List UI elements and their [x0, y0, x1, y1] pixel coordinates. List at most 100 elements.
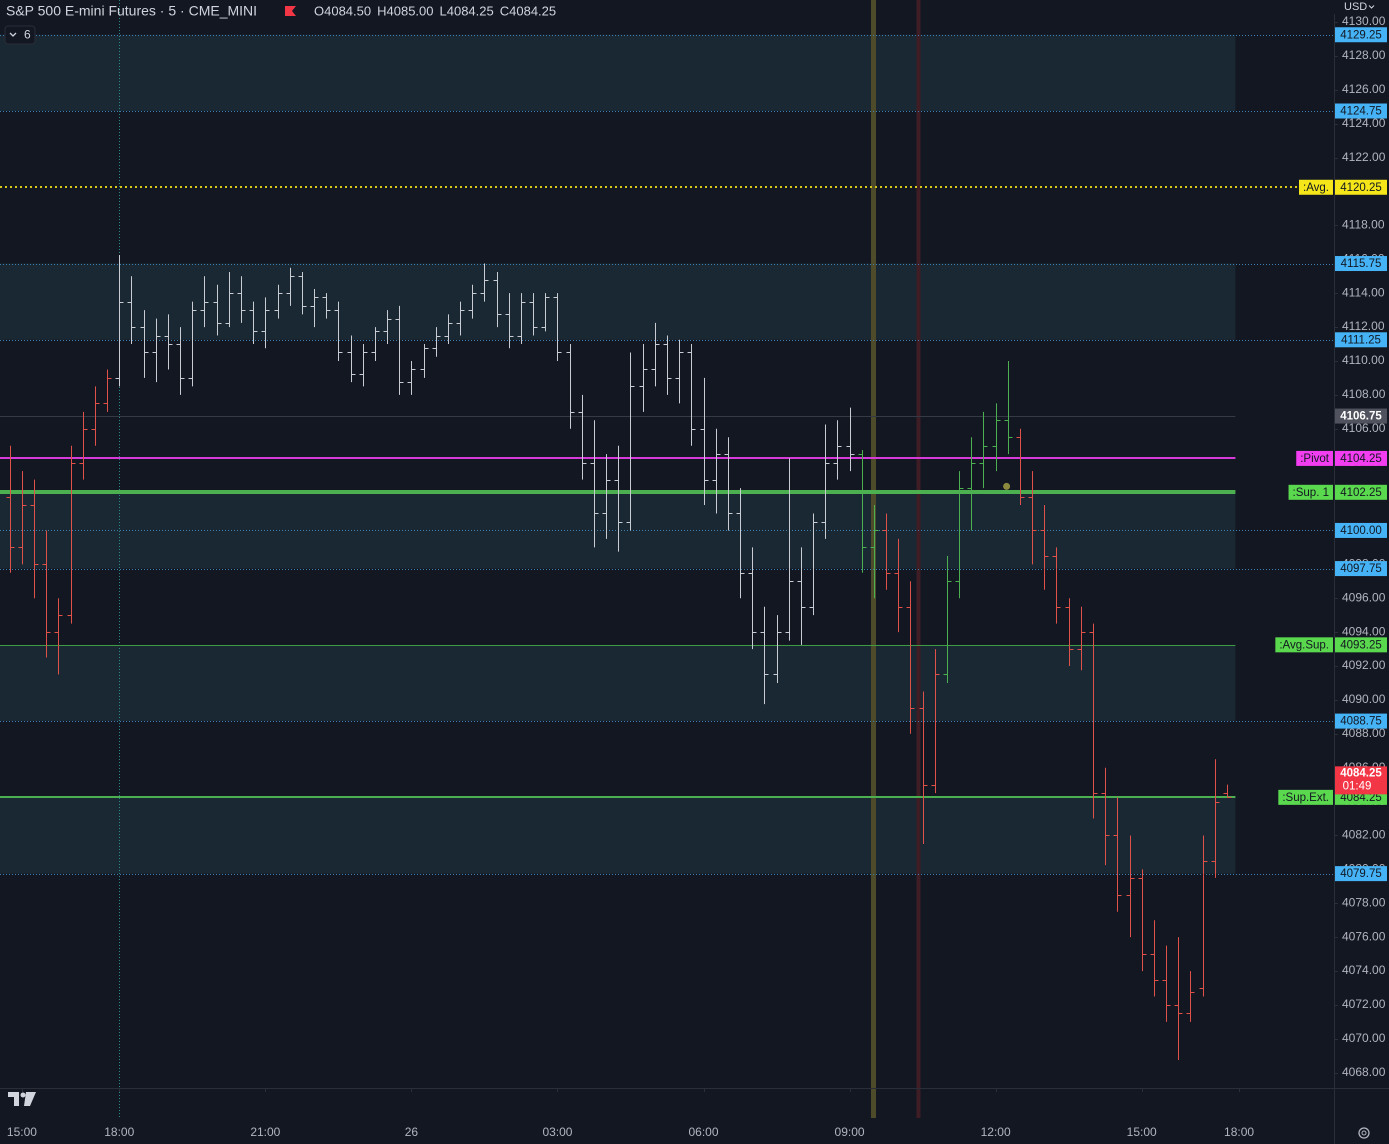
y-tick-label: 4082.00: [1342, 828, 1386, 842]
level-name-box: [1288, 484, 1333, 500]
price-label-box: [1335, 27, 1387, 43]
y-tick-label: 4126.00: [1342, 82, 1386, 96]
gear: [1358, 1127, 1370, 1139]
ohlc-legend: O4084.50 H4085.00 L4084.25 C4084.25: [314, 3, 556, 18]
chevron-icon: [9, 32, 17, 37]
price-label: 4102.25: [1340, 487, 1382, 499]
price-label: 4115.75: [1341, 258, 1382, 270]
price-label: 4084.25: [1340, 792, 1382, 804]
level-name-box: [1275, 637, 1333, 653]
price-label: 4111.25: [1341, 334, 1381, 346]
y-tick-label: 4078.00: [1342, 895, 1386, 909]
currency-chevron: [1368, 5, 1375, 9]
tradingview-logo: [8, 1092, 36, 1106]
ohlc-value: L4084.25: [440, 3, 494, 18]
zone: [0, 263, 1236, 340]
x-tick-label: 15:00: [7, 1125, 37, 1139]
price-label: 4100.00: [1340, 525, 1382, 537]
level-name-box: [1278, 789, 1333, 805]
level-name: :Avg.Sup.: [1279, 639, 1329, 651]
price-label: 4088.75: [1340, 716, 1382, 728]
price-label-box: [1335, 450, 1387, 466]
price-label-box: [1335, 408, 1387, 424]
y-tick-label: 4070.00: [1342, 1031, 1386, 1045]
y-tick-label: 4074.00: [1342, 963, 1386, 977]
price-label: 4093.25: [1340, 639, 1382, 651]
zone: [0, 34, 1236, 112]
price-label: 4079.75: [1340, 868, 1382, 880]
price-label-box: [1335, 637, 1387, 653]
x-tick-label: 06:00: [688, 1125, 718, 1139]
y-tick-label: 4128.00: [1342, 48, 1386, 62]
y-tick-label: 4130.00: [1342, 14, 1386, 28]
y-tick-label: 4106.00: [1342, 421, 1386, 435]
price-label-box: [1335, 256, 1387, 272]
plot-area: [0, 0, 1334, 1118]
price-label: 4106.75: [1340, 411, 1382, 423]
last-price: 4084.25: [1340, 767, 1382, 779]
indicator-count: 6: [24, 28, 31, 42]
x-tick-label: 09:00: [835, 1125, 865, 1139]
price-label-box: [1335, 179, 1387, 195]
price-label: 4129.25: [1340, 29, 1382, 41]
level-name: :Avg.: [1303, 182, 1329, 194]
price-label: 4097.75: [1340, 563, 1382, 575]
price-label-box: [1335, 332, 1387, 348]
logo-part: [24, 1092, 36, 1106]
level-name-box: [1296, 450, 1333, 466]
level-name: :Sup. 1: [1293, 487, 1329, 499]
level-name-box: [1299, 179, 1333, 195]
x-tick-label: 26: [405, 1125, 419, 1139]
logo-part: [8, 1092, 19, 1106]
countdown: 01:49: [1343, 780, 1372, 792]
indicator-toggle[interactable]: [4, 25, 36, 45]
x-tick-label: 18:00: [104, 1125, 134, 1139]
y-tick-label: 4108.00: [1342, 387, 1386, 401]
price-label: 4124.75: [1340, 106, 1382, 118]
x-tick-label: 21:00: [250, 1125, 280, 1139]
ohlc-value: C4084.25: [500, 3, 556, 18]
y-tick-label: 4068.00: [1342, 1065, 1386, 1079]
y-tick-label: 4112.00: [1342, 319, 1385, 333]
currency-bg: [1334, 0, 1389, 14]
level-name: :Sup.Ext.: [1282, 792, 1329, 804]
y-tick-label: 4122.00: [1342, 150, 1386, 164]
ohlc-value: H4085.00: [377, 3, 433, 18]
settings-icon[interactable]: [1358, 1127, 1370, 1139]
y-tick-label: 4090.00: [1342, 692, 1386, 706]
price-label: 4104.25: [1340, 453, 1382, 465]
price-label-box: [1335, 561, 1387, 577]
signal-marker: [1003, 482, 1011, 490]
x-tick-label: 12:00: [981, 1125, 1011, 1139]
level-name: :Pivot: [1300, 453, 1330, 465]
x-tick-label: 03:00: [542, 1125, 572, 1139]
currency[interactable]: USD: [1344, 1, 1367, 13]
price-label-box: [1335, 713, 1387, 729]
price-label: 4120.25: [1340, 182, 1382, 194]
y-tick-label: 4092.00: [1342, 658, 1386, 672]
y-tick-label: 4072.00: [1342, 997, 1386, 1011]
y-tick-label: 4088.00: [1342, 726, 1386, 740]
last-price-box: [1335, 766, 1387, 795]
y-tick-label: 4118.00: [1342, 218, 1385, 232]
gear-center: [1361, 1130, 1367, 1136]
y-tick-label: 4094.00: [1342, 624, 1386, 638]
y-tick-label: 4096.00: [1342, 590, 1386, 604]
price-label-box: [1335, 484, 1387, 500]
price-label-box: [1335, 866, 1387, 882]
y-tick-label: 4114.00: [1342, 285, 1385, 299]
logo-part: [20, 1092, 26, 1098]
x-tick-label: 15:00: [1127, 1125, 1157, 1139]
chart-title: S&P 500 E-mini Futures · 5 · CME_MINI: [6, 3, 257, 19]
y-tick-label: 4076.00: [1342, 929, 1386, 943]
y-tick-label: 4110.00: [1342, 353, 1385, 367]
x-tick-label: 18:00: [1224, 1125, 1254, 1139]
market-closed-flag: [285, 6, 296, 16]
zone: [0, 797, 1236, 874]
zone: [0, 644, 1236, 722]
y-tick-label: 4124.00: [1342, 116, 1386, 130]
price-label-box: [1335, 103, 1387, 119]
ohlc-value: O4084.50: [314, 3, 371, 18]
